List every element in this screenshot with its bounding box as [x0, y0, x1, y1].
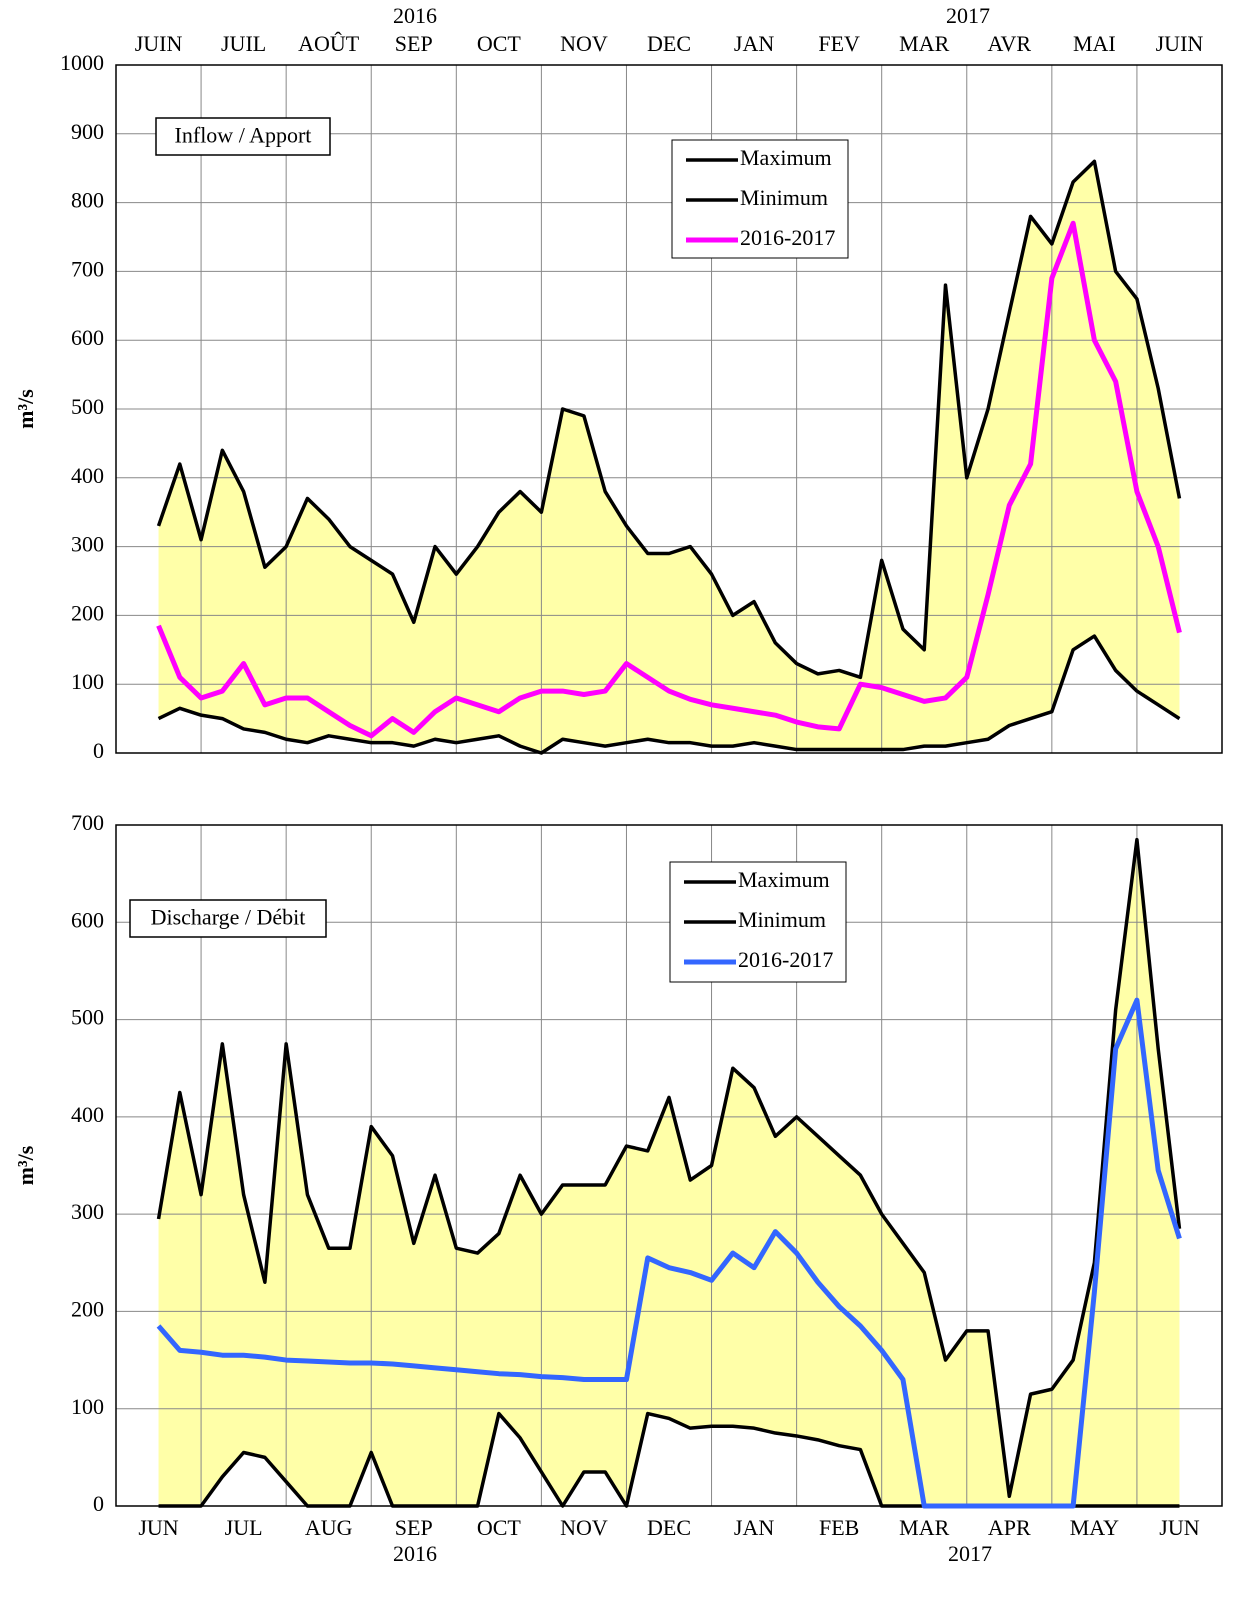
x-tick-label: DEC: [647, 1515, 691, 1540]
panel-title: Inflow / Apport: [175, 123, 312, 148]
year-label: 2017: [946, 3, 990, 28]
x-tick-label: OCT: [477, 1515, 522, 1540]
y-axis-label: m³/s: [13, 1145, 38, 1185]
legend-label: Maximum: [740, 145, 832, 170]
y-axis-label: m³/s: [13, 389, 38, 429]
x-tick-label: FEV: [818, 31, 860, 56]
x-tick-label: SEP: [395, 31, 433, 56]
y-tick-label: 1000: [60, 50, 104, 75]
x-tick-label: AOÛT: [298, 31, 360, 56]
series-line: [156, 997, 1182, 1509]
x-tick-label: MAR: [899, 31, 949, 56]
y-tick-label: 200: [71, 600, 104, 625]
x-tick-label: JUN: [1159, 1515, 1199, 1540]
x-tick-label: AUG: [305, 1515, 353, 1540]
legend-label: Minimum: [738, 907, 826, 932]
y-tick-label: 500: [71, 394, 104, 419]
x-tick-label: OCT: [477, 31, 522, 56]
legend-label: Maximum: [738, 867, 830, 892]
y-tick-label: 400: [71, 463, 104, 488]
legend-label: 2016-2017: [740, 225, 835, 250]
y-tick-label: 500: [71, 1005, 104, 1030]
plot-border: [115, 64, 1223, 754]
range-fill: [158, 839, 1180, 1506]
y-tick-label: 100: [71, 1394, 104, 1419]
x-tick-label: JUIN: [135, 31, 183, 56]
y-tick-label: 0: [93, 1491, 104, 1516]
y-tick-label: 800: [71, 188, 104, 213]
x-tick-label: JUL: [225, 1515, 263, 1540]
x-tick-label: AVR: [987, 31, 1031, 56]
legend-label: Minimum: [740, 185, 828, 210]
title-box: [155, 117, 331, 156]
x-tick-label: APR: [988, 1515, 1031, 1540]
x-tick-label: NOV: [560, 31, 608, 56]
x-tick-label: JUIL: [221, 31, 266, 56]
y-tick-label: 200: [71, 1296, 104, 1321]
series-line: [156, 220, 1182, 739]
plot-border: [115, 824, 1223, 1507]
year-label: 2016: [393, 3, 437, 28]
y-tick-label: 900: [71, 119, 104, 144]
x-tick-label: JUIN: [1156, 31, 1204, 56]
y-tick-label: 300: [71, 1199, 104, 1224]
x-tick-label: JUN: [138, 1515, 178, 1540]
x-tick-label: FEB: [819, 1515, 859, 1540]
y-tick-label: 0: [93, 738, 104, 763]
title-box: [129, 899, 327, 938]
x-tick-label: MAY: [1070, 1515, 1119, 1540]
x-tick-label: SEP: [395, 1515, 433, 1540]
x-tick-label: JAN: [734, 31, 774, 56]
y-tick-label: 700: [71, 810, 104, 835]
series-line: [156, 159, 1182, 680]
year-label: 2016: [393, 1541, 437, 1566]
y-tick-label: 600: [71, 907, 104, 932]
year-label: 2017: [948, 1541, 992, 1566]
y-tick-label: 400: [71, 1102, 104, 1127]
x-tick-label: MAI: [1073, 31, 1116, 56]
series-line: [157, 634, 1181, 755]
x-tick-label: NOV: [560, 1515, 608, 1540]
x-tick-label: JAN: [734, 1515, 774, 1540]
legend-label: 2016-2017: [738, 947, 833, 972]
x-tick-label: DEC: [647, 31, 691, 56]
y-tick-label: 600: [71, 325, 104, 350]
y-tick-label: 300: [71, 532, 104, 557]
y-tick-label: 700: [71, 256, 104, 281]
y-tick-label: 100: [71, 669, 104, 694]
series-line: [156, 837, 1182, 1499]
x-tick-label: MAR: [899, 1515, 949, 1540]
panel-title: Discharge / Débit: [151, 905, 306, 930]
